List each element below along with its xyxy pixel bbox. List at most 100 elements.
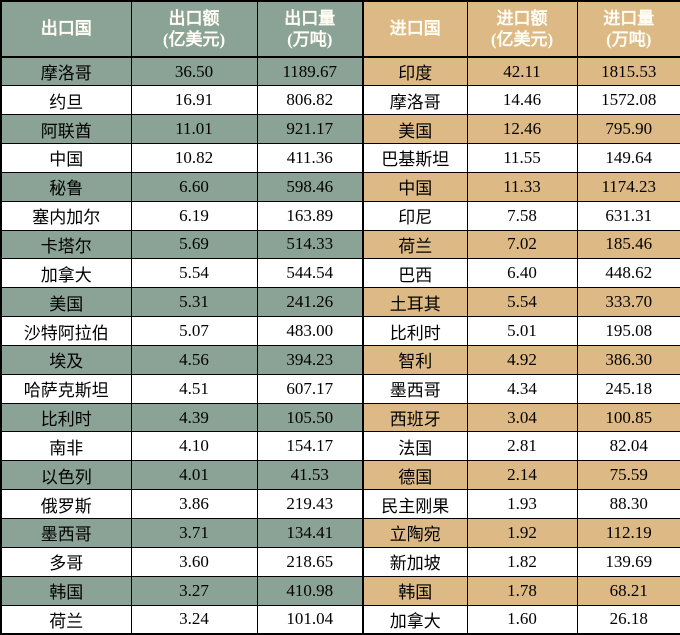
country-cell: 德国 [362, 460, 468, 491]
amount-cell: 6.40 [466, 258, 578, 289]
amount-cell: 11.01 [130, 114, 258, 145]
country-cell: 荷兰 [0, 604, 132, 635]
country-cell: 印度 [362, 56, 468, 87]
amount-cell: 7.58 [466, 200, 578, 231]
country-cell: 摩洛哥 [0, 56, 132, 87]
export-header-row: 出口国 出口额 (亿美元) 出口量 (万吨) [0, 0, 364, 58]
table-row: 秘鲁 6.60 598.46 [0, 171, 364, 202]
table-row: 沙特阿拉伯 5.07 483.00 [0, 316, 364, 346]
country-cell: 墨西哥 [362, 373, 468, 404]
volume-cell: 333.70 [576, 287, 680, 318]
country-cell: 摩洛哥 [362, 85, 468, 116]
volume-cell: 149.64 [576, 143, 680, 173]
country-cell: 美国 [0, 287, 132, 318]
table-row: 加拿大 5.54 544.54 [0, 258, 364, 289]
volume-cell: 607.17 [256, 373, 364, 404]
amount-cell: 3.04 [466, 402, 578, 433]
country-cell: 卡塔尔 [0, 229, 132, 260]
amount-cell: 1.60 [466, 604, 578, 635]
header-label: 进口国 [389, 19, 441, 39]
table-row: 墨西哥 4.34 245.18 [362, 373, 680, 404]
country-cell: 美国 [362, 114, 468, 145]
volume-cell: 100.85 [576, 402, 680, 433]
amount-cell: 5.31 [130, 287, 258, 318]
volume-cell: 795.90 [576, 114, 680, 145]
volume-cell: 88.30 [576, 489, 680, 519]
table-row: 韩国 1.78 68.21 [362, 575, 680, 606]
table-row: 墨西哥 3.71 134.41 [0, 518, 364, 548]
amount-cell: 3.86 [130, 489, 258, 519]
country-cell: 西班牙 [362, 402, 468, 433]
import-volume-header: 进口量 (万吨) [576, 0, 680, 58]
import-header-row: 进口国 进口额 (亿美元) 进口量 (万吨) [362, 0, 680, 58]
volume-cell: 218.65 [256, 546, 364, 577]
country-cell: 哈萨克斯坦 [0, 373, 132, 404]
amount-cell: 5.01 [466, 316, 578, 346]
volume-cell: 1572.08 [576, 85, 680, 116]
import-amount-header: 进口额 (亿美元) [466, 0, 578, 58]
table-row: 中国 10.82 411.36 [0, 143, 364, 173]
country-cell: 比利时 [362, 316, 468, 346]
export-table: 出口国 出口额 (亿美元) 出口量 (万吨) 摩洛哥 36.50 1189.67… [0, 0, 364, 635]
volume-cell: 1815.53 [576, 56, 680, 87]
amount-cell: 2.14 [466, 460, 578, 491]
volume-cell: 75.59 [576, 460, 680, 491]
table-row: 德国 2.14 75.59 [362, 460, 680, 491]
volume-cell: 195.08 [576, 316, 680, 346]
table-row: 西班牙 3.04 100.85 [362, 402, 680, 433]
amount-cell: 1.92 [466, 518, 578, 548]
volume-cell: 514.33 [256, 229, 364, 260]
country-cell: 多哥 [0, 546, 132, 577]
country-cell: 埃及 [0, 344, 132, 375]
volume-cell: 105.50 [256, 402, 364, 433]
volume-cell: 241.26 [256, 287, 364, 318]
header-unit: (亿美元) [162, 30, 226, 49]
table-row: 美国 5.31 241.26 [0, 287, 364, 318]
amount-cell: 6.60 [130, 171, 258, 202]
volume-cell: 386.30 [576, 344, 680, 375]
table-row: 立陶宛 1.92 112.19 [362, 518, 680, 548]
country-cell: 法国 [362, 431, 468, 462]
volume-cell: 101.04 [256, 604, 364, 635]
country-cell: 沙特阿拉伯 [0, 316, 132, 346]
table-row: 阿联酋 11.01 921.17 [0, 114, 364, 145]
volume-cell: 26.18 [576, 604, 680, 635]
volume-cell: 1174.23 [576, 171, 680, 202]
table-row: 新加坡 1.82 139.69 [362, 546, 680, 577]
amount-cell: 4.34 [466, 373, 578, 404]
country-cell: 阿联酋 [0, 114, 132, 145]
amount-cell: 2.81 [466, 431, 578, 462]
table-row: 中国 11.33 1174.23 [362, 171, 680, 202]
volume-cell: 219.43 [256, 489, 364, 519]
volume-cell: 112.19 [576, 518, 680, 548]
amount-cell: 11.55 [466, 143, 578, 173]
amount-cell: 3.24 [130, 604, 258, 635]
volume-cell: 448.62 [576, 258, 680, 289]
table-row: 以色列 4.01 41.53 [0, 460, 364, 491]
table-row: 印尼 7.58 631.31 [362, 200, 680, 231]
volume-cell: 41.53 [256, 460, 364, 491]
volume-cell: 68.21 [576, 575, 680, 606]
amount-cell: 5.69 [130, 229, 258, 260]
amount-cell: 7.02 [466, 229, 578, 260]
table-row: 哈萨克斯坦 4.51 607.17 [0, 373, 364, 404]
export-volume-header: 出口量 (万吨) [256, 0, 364, 58]
country-cell: 韩国 [362, 575, 468, 606]
table-row: 韩国 3.27 410.98 [0, 575, 364, 606]
country-cell: 中国 [0, 143, 132, 173]
country-cell: 比利时 [0, 402, 132, 433]
table-row: 巴西 6.40 448.62 [362, 258, 680, 289]
volume-cell: 921.17 [256, 114, 364, 145]
country-cell: 土耳其 [362, 287, 468, 318]
volume-cell: 394.23 [256, 344, 364, 375]
volume-cell: 410.98 [256, 575, 364, 606]
amount-cell: 3.27 [130, 575, 258, 606]
table-row: 南非 4.10 154.17 [0, 431, 364, 462]
table-row: 印度 42.11 1815.53 [362, 56, 680, 87]
volume-cell: 154.17 [256, 431, 364, 462]
header-unit: (亿美元) [490, 30, 554, 49]
country-cell: 加拿大 [362, 604, 468, 635]
table-row: 俄罗斯 3.86 219.43 [0, 489, 364, 519]
export-country-header: 出口国 [0, 0, 132, 58]
header-label: 出口国 [40, 19, 92, 39]
